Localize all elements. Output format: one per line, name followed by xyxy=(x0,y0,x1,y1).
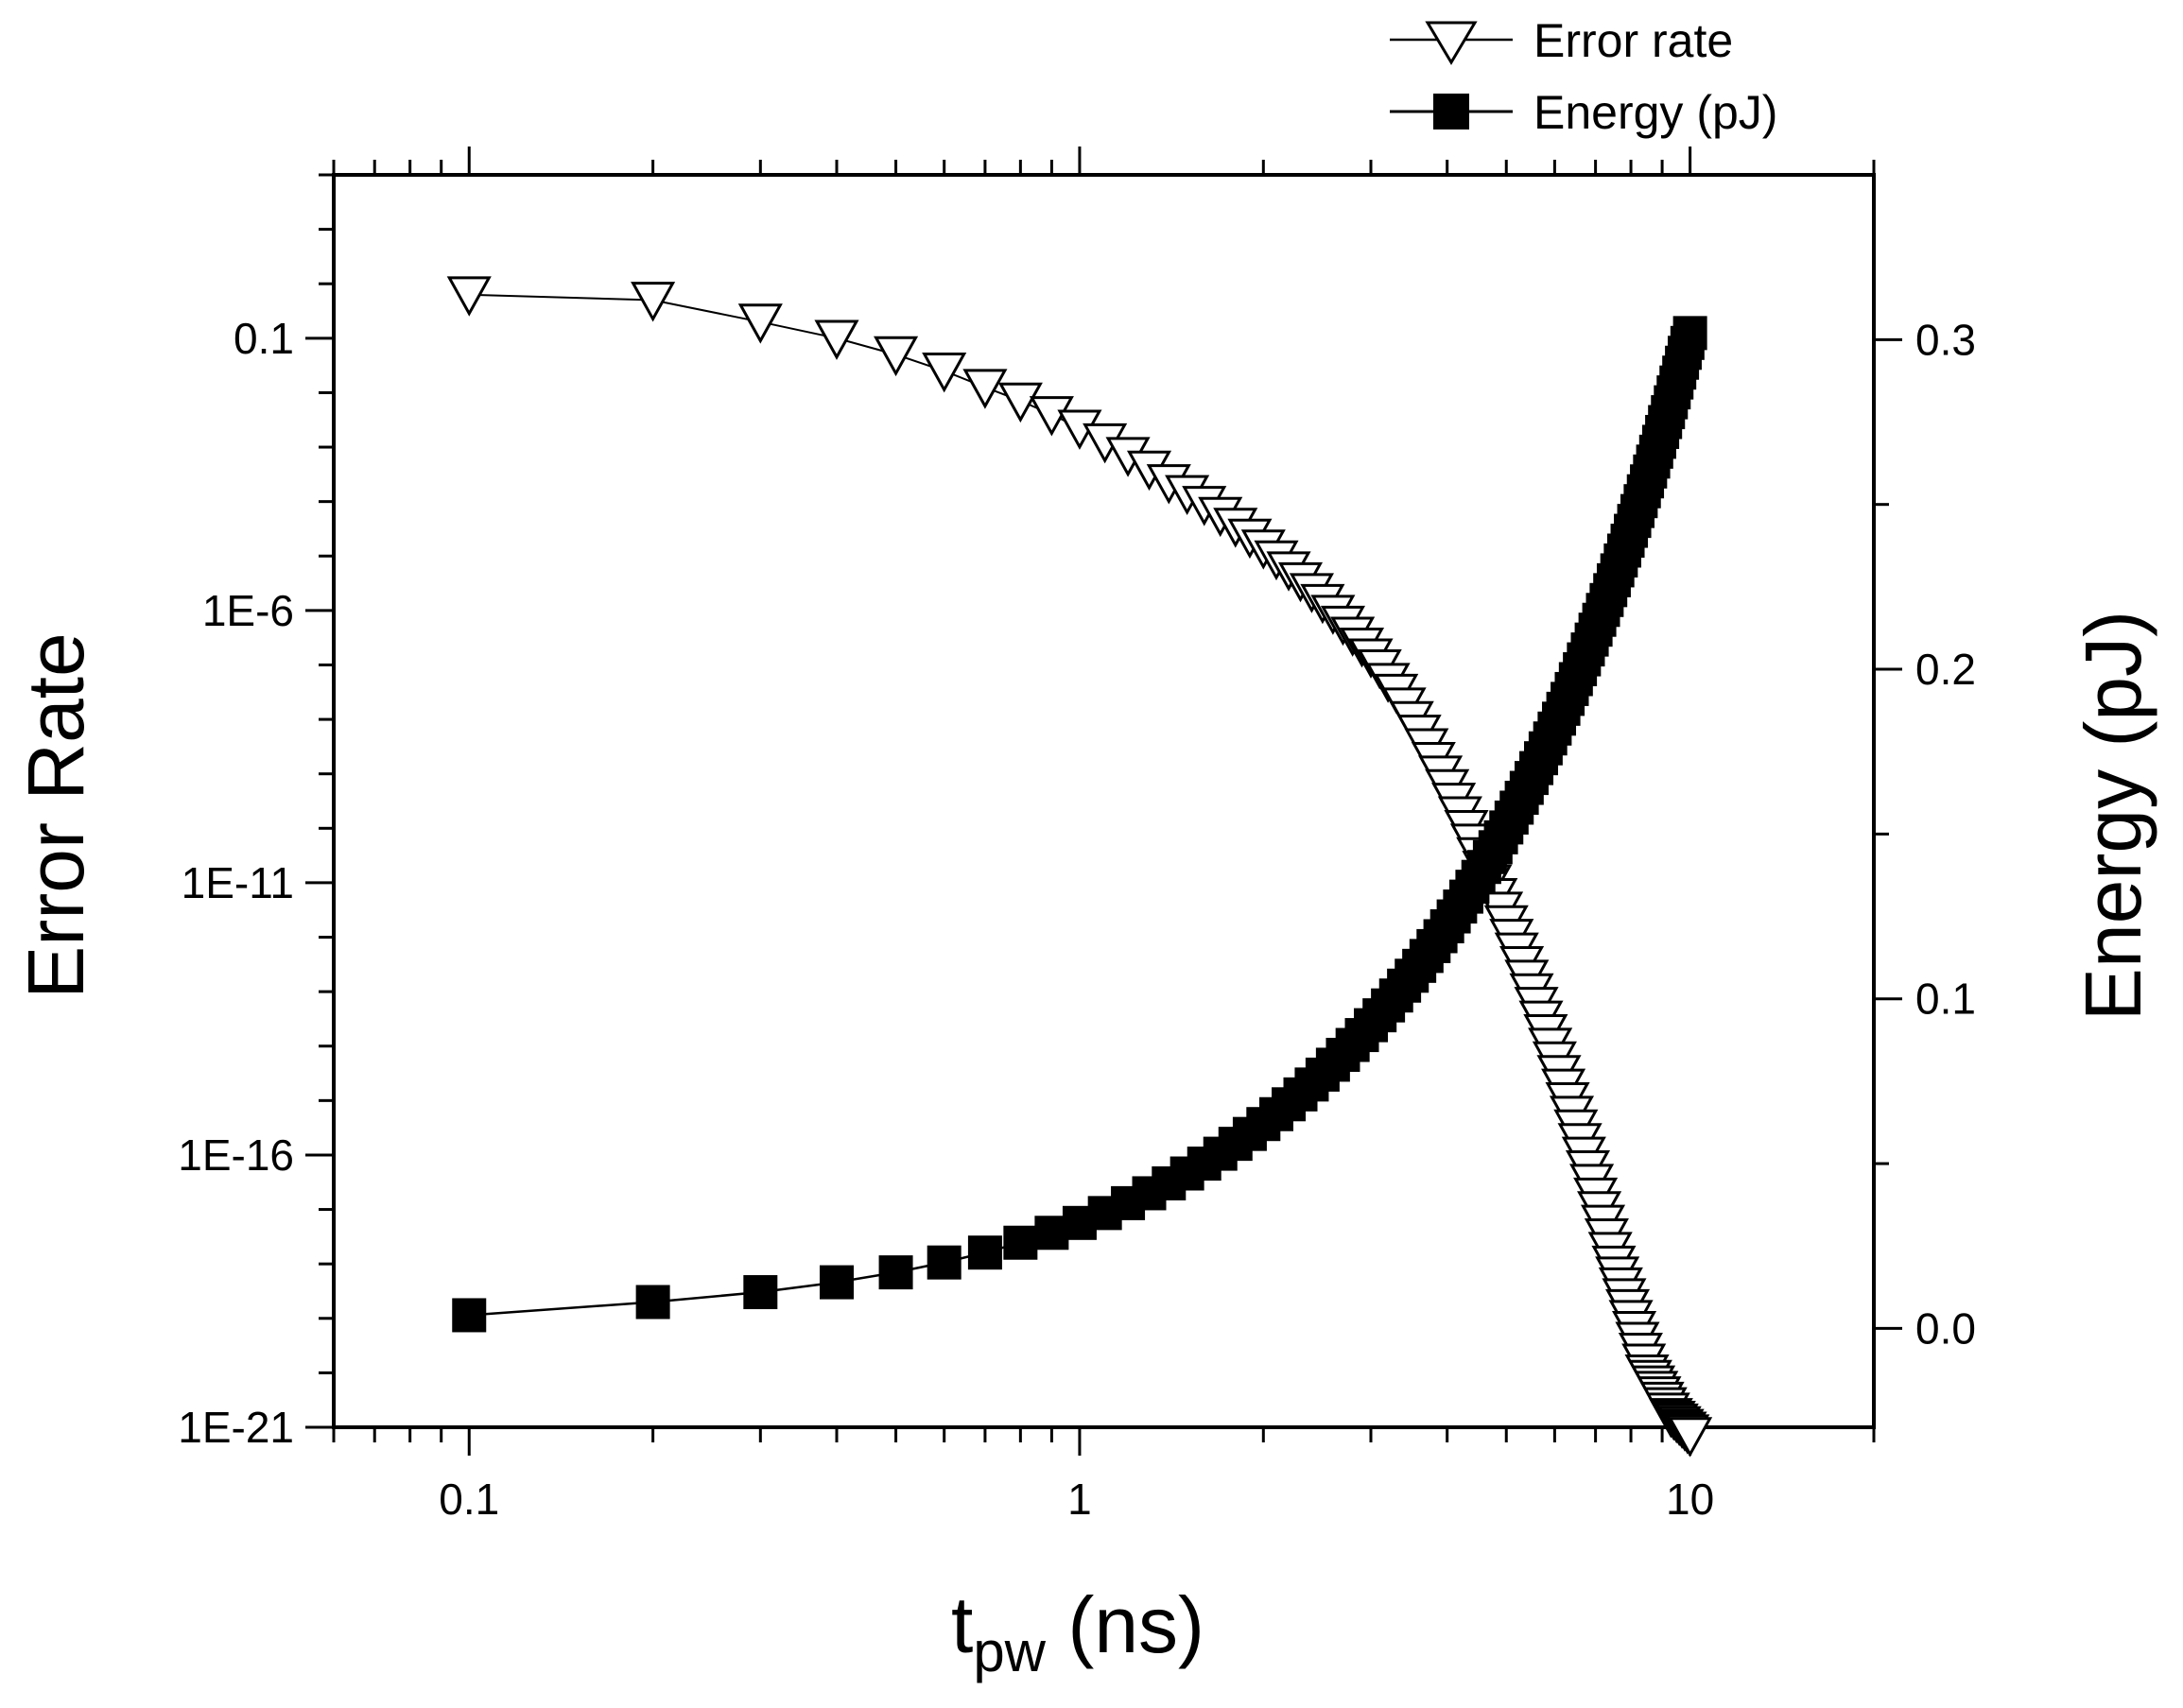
y-left-tick-label: 1E-6 xyxy=(202,586,294,635)
energy-point xyxy=(967,1235,1002,1270)
energy-point xyxy=(927,1245,962,1280)
y-right-tick-label: 0.2 xyxy=(1915,645,1976,694)
y-left-tick-label: 1E-16 xyxy=(178,1130,294,1180)
error-rate-point xyxy=(962,369,1008,409)
x-tick-label: 1 xyxy=(1067,1475,1092,1524)
x-axis-title-unit: (ns) xyxy=(1046,1580,1204,1669)
error-rate-point xyxy=(737,303,783,344)
energy-point xyxy=(452,1298,487,1333)
x-axis-title-subscript: pw xyxy=(973,1620,1046,1683)
legend-marker-energy xyxy=(1433,94,1469,129)
y-axis-left-title: Error Rate xyxy=(11,632,100,998)
y-right-tick-label: 0.3 xyxy=(1915,315,1976,364)
energy-point xyxy=(819,1265,854,1300)
legend-label-energy: Energy (pJ) xyxy=(1533,86,1777,139)
energy-point xyxy=(743,1275,778,1310)
x-axis-title-main: t xyxy=(951,1580,973,1669)
energy-point xyxy=(1003,1225,1038,1260)
series-layer xyxy=(446,276,1713,1458)
plot-frame xyxy=(332,173,1876,1429)
y-left-tick-label: 0.1 xyxy=(234,314,294,363)
error-rate-point xyxy=(997,382,1043,423)
energy-point xyxy=(635,1285,670,1320)
error-rate-point xyxy=(1668,1417,1713,1458)
legend: Error rate Energy (pJ) xyxy=(1390,14,1777,139)
error-rate-point xyxy=(922,353,967,393)
y-right-tick-label: 0.1 xyxy=(1915,975,1976,1024)
y-axis-right-title: Energy (pJ) xyxy=(2069,611,2157,1021)
x-tick-label: 10 xyxy=(1666,1475,1714,1524)
error-rate-point xyxy=(814,319,859,360)
y-left-tick-label: 1E-11 xyxy=(182,858,294,907)
energy-point xyxy=(878,1255,913,1290)
legend-label-error-rate: Error rate xyxy=(1533,14,1733,67)
y-left-tick-label: 1E-21 xyxy=(178,1403,294,1452)
energy-point xyxy=(1672,316,1707,351)
axes-layer: 0.1 1 10 0.1 1E-6 1E-11 1E-16 1E-21 0.0 0.1 0.2 0.3 xyxy=(178,147,1976,1524)
error-rate-point xyxy=(631,282,676,322)
x-axis-title: tpw (ns) xyxy=(951,1580,1204,1683)
x-tick-label: 0.1 xyxy=(439,1475,499,1524)
y-right-tick-label: 0.0 xyxy=(1915,1303,1976,1353)
legend-marker-error-rate xyxy=(1425,21,1478,65)
error-rate-point xyxy=(446,276,492,317)
error-rate-point xyxy=(874,336,919,377)
